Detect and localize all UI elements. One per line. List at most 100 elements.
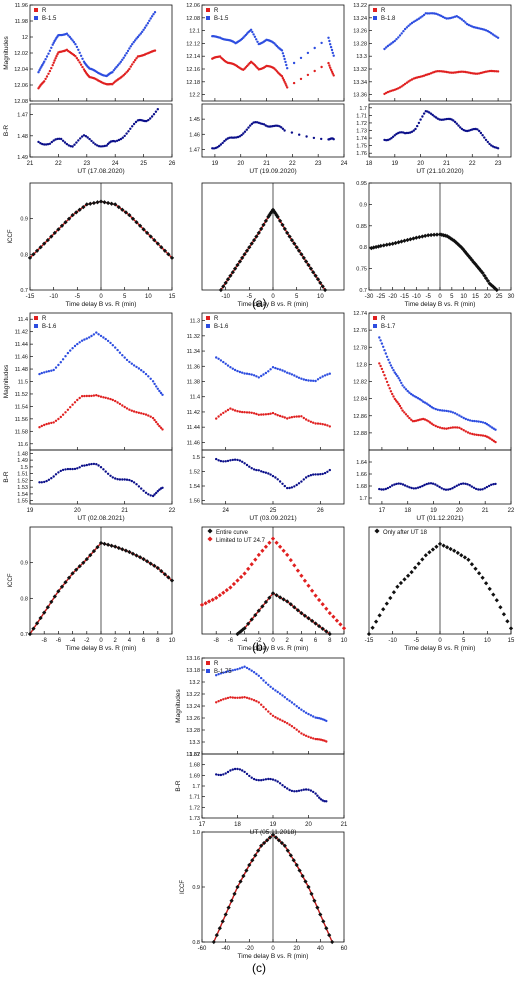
a1-mag-point-1-82 <box>142 28 145 31</box>
a2-br-point-15 <box>236 135 240 139</box>
c1-mag-point-1-45 <box>319 717 323 720</box>
b2-mag-point-0-38 <box>304 418 308 421</box>
a3-mag-point-1-12 <box>403 27 407 31</box>
c2-point-0-8 <box>235 884 240 890</box>
a3-mag-point-0-10 <box>400 85 403 88</box>
a5-point-0-40 <box>303 259 309 264</box>
c2-point-0-14 <box>253 853 258 858</box>
c1-mag-point-0-20 <box>262 705 265 709</box>
a5-point-0-32 <box>285 230 290 236</box>
b1-mag-point-0-32 <box>114 399 117 403</box>
a3-mag-point-0-59 <box>484 70 488 73</box>
a1-br-point-64 <box>152 113 156 116</box>
b1-mag-ytick-label-6: 11.52 <box>15 392 28 398</box>
b2-mag-ytick-label-3: 11.36 <box>187 364 200 370</box>
b2-xlabel: UT (03.09.2021) <box>249 515 296 522</box>
c2-point-0-11 <box>244 868 249 873</box>
a3-br-point-33 <box>440 118 443 122</box>
b3-xlabel: UT (01.12.2021) <box>416 515 463 522</box>
b2-br-point-23 <box>269 473 272 476</box>
a3-mag-ytick-label-0: 13.22 <box>353 3 367 9</box>
a5-point-0-38 <box>299 252 304 257</box>
b2-mag-point-1-32 <box>290 373 294 376</box>
c1-mag-point-0-30 <box>286 722 289 725</box>
a2-mag-point-0-55 <box>281 77 285 80</box>
c1-br-point-24 <box>271 778 275 781</box>
a1-br-point-12 <box>60 137 63 141</box>
b2-br-xtick-label-1: 25 <box>270 508 277 514</box>
c1-mag-point-0-1 <box>217 700 220 703</box>
b3-br-ytick-label-3: 1.7 <box>359 496 367 502</box>
a1-mag-point-1-1 <box>38 69 41 72</box>
b5-point-1-22 <box>277 544 283 549</box>
a1-mag-point-1-30 <box>74 43 77 46</box>
a3-br-point-31 <box>436 117 439 120</box>
a2-br-xtick-label-1: 20 <box>237 161 244 167</box>
a2-mag-point-1-31 <box>251 30 254 34</box>
b3-mag-point-0-13 <box>394 399 398 402</box>
b1-mag-point-0-1 <box>40 424 43 428</box>
a4-point-0-18 <box>91 200 97 206</box>
a4-point-0-37 <box>159 245 164 250</box>
b1-br-point-28 <box>104 470 107 473</box>
b6-point-0-6 <box>388 595 393 601</box>
a3-mag-point-1-31 <box>436 13 439 16</box>
b3-br-point-47 <box>479 488 482 491</box>
a1-legend-label-1: B-1.5 <box>42 16 57 22</box>
a6-point-0-22 <box>431 232 437 237</box>
a1-mag-point-0-69 <box>123 72 127 76</box>
b5-point-1-30 <box>306 583 311 588</box>
b2-mag-point-1-0 <box>215 356 218 359</box>
c2-xtick-label-6: 60 <box>341 946 348 952</box>
b1-mag-point-0-53 <box>159 426 163 429</box>
c2-point-0-29 <box>297 868 302 873</box>
c1-mag-point-0-8 <box>233 696 237 699</box>
b2-mag-point-1-24 <box>271 366 275 369</box>
b2-br-point-25 <box>274 476 277 479</box>
a5-point-0-35 <box>292 241 297 246</box>
b1-br-xtick-label-3: 22 <box>169 508 176 514</box>
a5-point-0-47 <box>320 284 325 289</box>
a3-mag-ytick-label-3: 13.28 <box>353 41 367 47</box>
b1-mag-point-0-42 <box>137 411 141 414</box>
b2-mag-point-1-40 <box>309 379 313 382</box>
b3-br-point-16 <box>412 487 415 490</box>
c1-mag-point-1-35 <box>297 706 301 710</box>
a3-mag-point-1-15 <box>409 23 412 26</box>
c1-mag-point-1-3 <box>222 671 225 674</box>
a3-mag-point-1-27 <box>429 12 433 15</box>
b1-mag-point-0-19 <box>83 394 86 398</box>
a1-mag-point-1-83 <box>143 26 147 29</box>
b2-br-point-5 <box>226 459 230 463</box>
a3-br-point-40 <box>452 119 455 122</box>
a6-point-0-51 <box>485 278 491 284</box>
a3-mag-point-1-14 <box>407 24 410 27</box>
a4-xtick-label-5: 10 <box>145 294 152 300</box>
a1-br-point-7 <box>50 140 53 144</box>
a4-point-0-23 <box>109 201 114 206</box>
a2-mag-point-1-61 <box>292 61 296 65</box>
a1-mag-point-1-78 <box>136 35 140 39</box>
b3-mag-point-0-34 <box>428 421 432 424</box>
c1-br-point-12 <box>243 770 246 774</box>
a4-point-0-33 <box>144 230 150 236</box>
b6-point-0-26 <box>459 553 464 558</box>
b6-xtick-label-0: -15 <box>365 638 374 644</box>
a1-br-point-50 <box>129 127 132 130</box>
b2-mag-point-0-13 <box>245 411 249 414</box>
b3-mag-point-0-3 <box>382 370 385 374</box>
c1-br-point-37 <box>302 788 305 791</box>
b1-mag-point-1-42 <box>137 367 141 370</box>
b3-mag-point-0-38 <box>436 425 439 429</box>
b1-mag-point-1-39 <box>130 362 133 365</box>
b4-xtick-label-6: 4 <box>128 638 132 644</box>
b1-br-point-2 <box>43 480 46 484</box>
a5-point-0-9 <box>240 255 245 261</box>
a1-br-point-30 <box>94 143 97 146</box>
c1-mag-point-0-41 <box>312 737 315 740</box>
b2-br-point-13 <box>245 463 249 467</box>
b3-br-point-23 <box>427 482 430 485</box>
c1-mag-point-1-6 <box>229 669 232 672</box>
b2-mag-point-1-15 <box>250 373 253 376</box>
a2-mag-ytick-label-4: 12.14 <box>186 54 200 60</box>
